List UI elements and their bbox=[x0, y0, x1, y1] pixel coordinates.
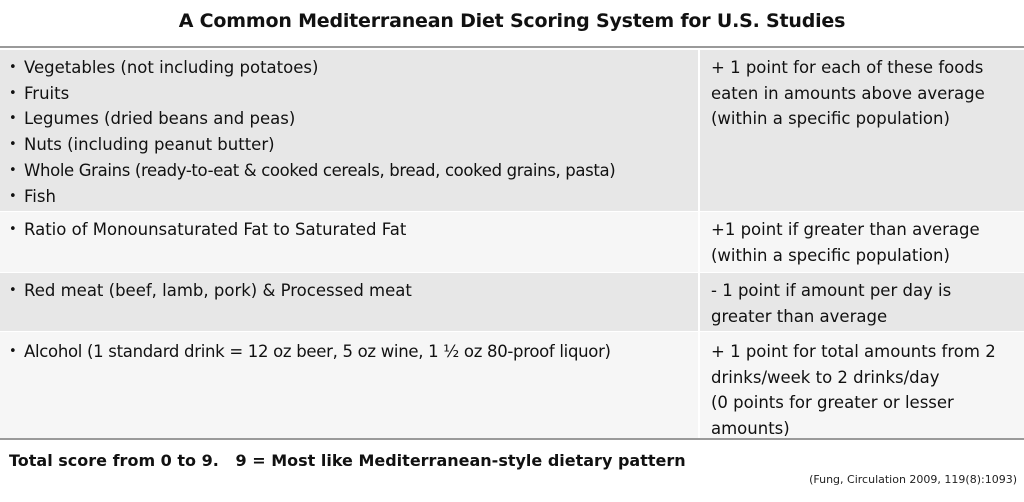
row-points-cell: - 1 point if amount per day is greater t… bbox=[702, 273, 1024, 331]
bullet-icon: • bbox=[9, 222, 17, 237]
list-item-fish: • Fish bbox=[0, 184, 698, 210]
bullet-icon: • bbox=[9, 188, 17, 204]
list-item-whole-grains: • Whole Grains (ready-to-eat & cooked cer… bbox=[0, 158, 698, 184]
bullet-icon: • bbox=[9, 85, 17, 101]
bullet-icon: • bbox=[9, 111, 17, 127]
row-items-cell: • Alcohol (1 standard drink = 12 oz beer,… bbox=[0, 332, 700, 438]
list-item-nuts: • Nuts (including peanut butter) bbox=[0, 132, 698, 158]
points-rule-text: - 1 point if amount per day is greater t… bbox=[711, 281, 952, 326]
bullet-icon: • bbox=[9, 162, 17, 178]
row-items-cell: • Ratio of Monounsaturated Fat to Saturat… bbox=[0, 212, 700, 272]
total-score-note: Total score from 0 to 9. 9 = Most like M… bbox=[9, 451, 686, 470]
list-item-red-meat: • Red meat (beef, lamb, pork) & Processed… bbox=[0, 278, 698, 304]
list-item-fat-ratio: • Ratio of Monounsaturated Fat to Saturat… bbox=[0, 217, 698, 243]
fat-ratio-list: • Ratio of Monounsaturated Fat to Saturat… bbox=[0, 217, 698, 243]
list-item-fruits: • Fruits bbox=[0, 81, 698, 107]
row-items-cell: • Red meat (beef, lamb, pork) & Processed… bbox=[0, 273, 700, 331]
citation: (Fung, Circulation 2009, 119(8):1093) bbox=[809, 473, 1017, 486]
row-points-cell: + 1 point for total amounts from 2 drink… bbox=[702, 332, 1024, 438]
bullet-icon: • bbox=[9, 137, 17, 153]
points-rule-text: + 1 point for each of these foods eaten … bbox=[711, 58, 985, 129]
title-divider bbox=[0, 46, 1024, 48]
table-row-red-meat: • Red meat (beef, lamb, pork) & Processed… bbox=[0, 272, 1024, 331]
red-meat-list: • Red meat (beef, lamb, pork) & Processed… bbox=[0, 278, 698, 304]
list-item-alcohol: • Alcohol (1 standard drink = 12 oz beer,… bbox=[0, 339, 698, 365]
slide-title: A Common Mediterranean Diet Scoring Syst… bbox=[178, 10, 846, 32]
bullet-icon: • bbox=[9, 344, 17, 359]
table-row-food-groups: • Vegetables (not including potatoes) • Fr… bbox=[0, 49, 1024, 211]
list-item-legumes: • Legumes (dried beans and peas) bbox=[0, 106, 698, 132]
table-row-alcohol: • Alcohol (1 standard drink = 12 oz beer,… bbox=[0, 331, 1024, 438]
alcohol-list: • Alcohol (1 standard drink = 12 oz beer,… bbox=[0, 339, 698, 365]
table-row-fat-ratio: • Ratio of Monounsaturated Fat to Saturat… bbox=[0, 211, 1024, 272]
points-rule-text: +1 point if greater than average (within… bbox=[711, 220, 980, 265]
bullet-icon: • bbox=[9, 283, 17, 298]
bullet-icon: • bbox=[9, 60, 17, 75]
bottom-divider bbox=[0, 438, 1024, 440]
row-points-cell: +1 point if greater than average (within… bbox=[702, 212, 1024, 272]
row-points-cell: + 1 point for each of these foods eaten … bbox=[702, 50, 1024, 211]
list-item-vegetables: • Vegetables (not including potatoes) bbox=[0, 55, 698, 81]
row-items-cell: • Vegetables (not including potatoes) • Fr… bbox=[0, 50, 700, 211]
food-group-list: • Vegetables (not including potatoes) • Fr… bbox=[0, 55, 698, 209]
points-rule-text: + 1 point for total amounts from 2 drink… bbox=[711, 342, 996, 439]
